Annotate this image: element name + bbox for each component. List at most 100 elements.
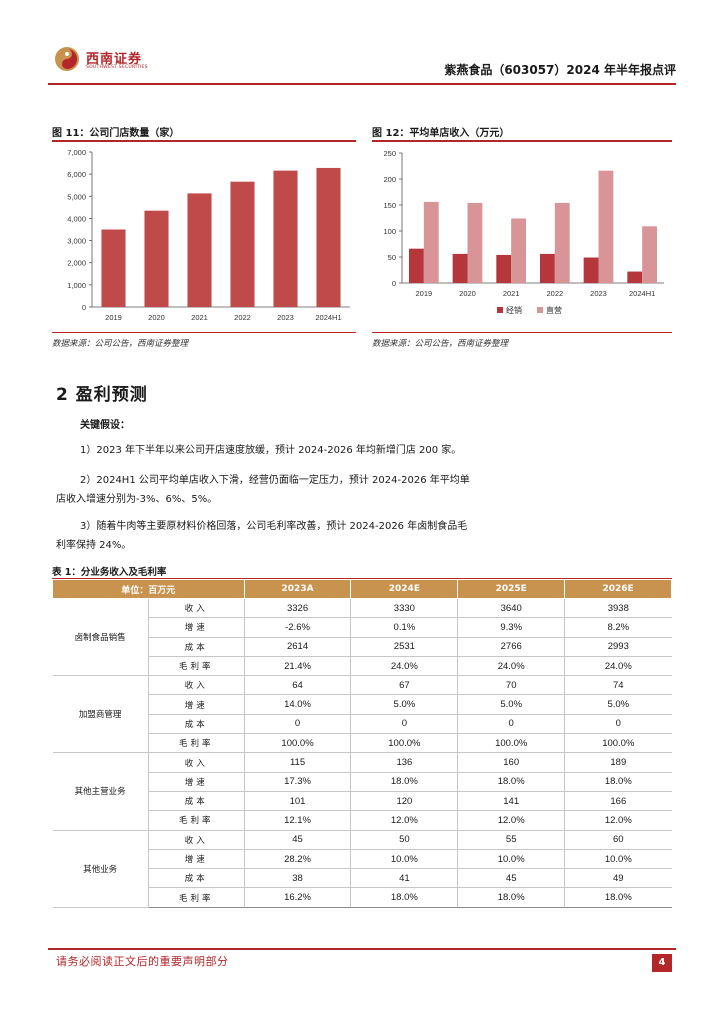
y-tick-label: 6,000 [67, 170, 86, 179]
metric-label: 收入 [147, 829, 245, 850]
bar [316, 167, 341, 307]
x-tick-label: 2021 [191, 313, 208, 322]
key-assumptions-title: 关键假设： [80, 420, 130, 431]
table-cell: 12.0% [350, 810, 459, 831]
y-tick-label: 1,000 [67, 281, 86, 290]
table-cell: 5.0% [457, 694, 566, 715]
table-cell: 5.0% [564, 694, 672, 715]
table-row: 增速 17.3% 18.0% 18.0% 18.0% [53, 771, 672, 792]
legend-label: 经销 [506, 305, 522, 315]
bar-direct [598, 170, 614, 283]
metric-label: 增速 [147, 848, 245, 870]
table-cell: 3330 [350, 597, 459, 619]
figure-11-source-rule [52, 332, 356, 333]
header-divider [48, 83, 676, 85]
bar-distribution [583, 257, 599, 283]
table-title-rule [52, 578, 672, 580]
metric-label: 收入 [147, 675, 245, 696]
assumption-2-line-1: 2）2024H1 公司平均单店收入下滑，经营仍面临一定压力，预计 2024-20… [80, 475, 470, 486]
y-tick-label: 3,000 [67, 237, 86, 246]
bar [101, 229, 126, 307]
table-cell: 166 [564, 790, 672, 812]
table-row: 增速 28.2% 10.0% 10.0% 10.0% [53, 848, 672, 870]
table-cell: 70 [457, 675, 566, 696]
table-cell: 141 [457, 790, 566, 812]
assumption-1: 1）2023 年下半年以来公司开店速度放缓，预计 2024-2026 年均新增门… [80, 445, 462, 456]
table-cell: 18.0% [564, 887, 672, 908]
table-header-2024e: 2024E [350, 579, 459, 599]
logo-icon [55, 47, 79, 71]
footer-divider [48, 948, 676, 950]
y-tick-label: 250 [383, 149, 396, 158]
table-cell: 0 [243, 713, 352, 735]
table-cell: 12.0% [564, 810, 672, 831]
table-cell: 18.0% [564, 771, 672, 792]
bar-direct [511, 218, 527, 283]
table-cell: -2.6% [243, 617, 352, 638]
x-tick-label: 2019 [415, 289, 432, 298]
assumption-3-line-1: 3）随着牛肉等主要原材料价格回落，公司毛利率改善，预计 2024-2026 年卤… [80, 521, 468, 532]
figure-11-rule [52, 140, 356, 142]
table-cell: 136 [350, 752, 459, 773]
legend-swatch [497, 307, 503, 313]
table-cell: 18.0% [350, 887, 459, 908]
table-cell: 24.0% [350, 655, 459, 677]
bar-direct [554, 202, 570, 283]
metric-label: 收入 [147, 752, 245, 773]
metric-label: 毛利率 [147, 887, 245, 908]
y-tick-label: 150 [383, 201, 396, 210]
avg-store-revenue-chart: 0 50 100 150 200 250 2019 2020 2021 2022 2023 2024H… [383, 149, 664, 315]
x-tick-label: 2020 [148, 313, 165, 322]
table-cell: 9.3% [457, 617, 566, 638]
table-row: 卤制食品销售 收入 3326 3330 3640 3938 [52, 597, 672, 677]
figure-12-title: 图 12：平均单店收入（万元） [372, 128, 510, 139]
table-cell: 160 [457, 752, 566, 773]
table-row: 增速 14.0% 5.0% 5.0% 5.0% [53, 694, 672, 715]
segment-revenue-table: 单位：百万元 2023A 2024E 2025E 2026E 卤制食品销售 收入 3… [52, 579, 672, 908]
table-cell: 5.0% [350, 694, 459, 715]
table-cell: 24.0% [564, 655, 672, 677]
metric-label: 毛利率 [147, 733, 245, 754]
table-cell: 2531 [350, 636, 459, 657]
table-cell: 2993 [564, 636, 672, 657]
x-tick-label: 2022 [234, 313, 251, 322]
table-cell: 0 [350, 713, 459, 735]
table-cell: 28.2% [243, 848, 352, 870]
table-body: 卤制食品销售 收入 3326 3330 3640 3938 增速 -2.6% 0.1% 9.3% 8… [52, 597, 672, 908]
footer-disclaimer: 请务必阅读正文后的重要声明部分 [56, 955, 229, 968]
table-cell: 3326 [243, 597, 352, 619]
metric-label: 收入 [147, 597, 245, 619]
bar-distribution [496, 254, 512, 283]
y-tick-label: 4,000 [67, 214, 86, 223]
table-cell: 189 [564, 752, 672, 773]
table-cell: 18.0% [457, 771, 566, 792]
x-tick-label: 2023 [590, 289, 607, 298]
chart-legend: 经销 直营 [497, 305, 562, 315]
table-cell: 100.0% [564, 733, 672, 754]
bar-distribution [452, 253, 468, 283]
table-cell: 0 [457, 713, 566, 735]
y-tick-label: 0 [82, 303, 86, 312]
table-title: 表 1：分业务收入及毛利率 [52, 567, 167, 578]
figure-12-rule [372, 140, 672, 142]
metric-label: 成本 [147, 636, 245, 657]
metric-label: 毛利率 [147, 655, 245, 677]
table-cell: 60 [564, 829, 672, 850]
table-cell: 50 [350, 829, 459, 850]
page-header: 西南证券 SOUTHWEST SECURITIES 紫燕食品（603057）20… [48, 40, 676, 84]
table-cell: 12.1% [243, 810, 352, 831]
bar-distribution [627, 271, 643, 283]
table-cell: 100.0% [243, 733, 352, 754]
figure-11-title: 图 11：公司门店数量（家） [52, 128, 180, 139]
table-header-2026e: 2026E [564, 579, 672, 599]
metric-label: 成本 [147, 790, 245, 812]
figure-12-source-rule [372, 332, 672, 333]
table-cell: 74 [564, 675, 672, 696]
table-cell: 49 [564, 868, 672, 889]
report-title: 紫燕食品（603057）2024 年半年报点评 [444, 63, 676, 77]
bar [230, 181, 255, 307]
table-cell: 3640 [457, 597, 566, 619]
table-cell: 64 [243, 675, 352, 696]
table-cell: 12.0% [457, 810, 566, 831]
logo-subtitle: SOUTHWEST SECURITIES [86, 65, 148, 70]
